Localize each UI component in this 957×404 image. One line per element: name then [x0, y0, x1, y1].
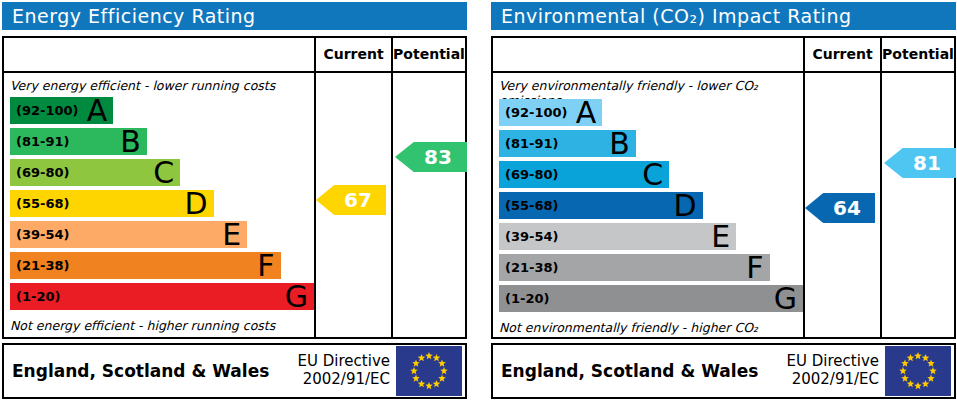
potential-column	[391, 73, 465, 337]
band-range-label: (92-100)	[505, 105, 568, 120]
band-row-b: (81-91) B	[10, 128, 147, 155]
band-range-label: (1-20)	[505, 291, 549, 306]
band-letter: F	[257, 252, 274, 279]
band-row-e: (39-54) E	[10, 221, 247, 248]
eu-directive-line1: EU Directive	[787, 353, 879, 371]
bands-column: Very energy efficient - lower running co…	[4, 73, 314, 337]
band-letter: B	[120, 128, 141, 155]
current-column-header: Current	[314, 38, 391, 73]
rating-chart: Current Potential Very energy efficient …	[2, 36, 467, 339]
band-letter: D	[674, 192, 697, 219]
environmental-impact-panel: Environmental (CO₂) Impact Rating Curren…	[491, 2, 956, 404]
header-spacer	[493, 38, 803, 73]
band-letter: C	[153, 159, 174, 186]
rating-chart: Current Potential Very environmentally f…	[491, 36, 956, 339]
band-range-label: (21-38)	[16, 258, 69, 273]
region-label: England, Scotland & Wales	[493, 361, 758, 381]
band-letter: C	[642, 161, 663, 188]
eu-directive-line2: 2002/91/EC	[787, 371, 879, 389]
band-range-label: (92-100)	[16, 103, 79, 118]
band-range-label: (69-80)	[16, 165, 69, 180]
band-row-e: (39-54) E	[499, 223, 736, 250]
band-letter: A	[87, 97, 108, 124]
eu-flag-icon	[396, 346, 462, 396]
band-letter: G	[774, 285, 797, 312]
band-range-label: (69-80)	[505, 167, 558, 182]
band-letter: E	[222, 221, 241, 248]
band-row-f: (21-38) F	[10, 252, 281, 279]
band-row-g: (1-20) G	[10, 283, 314, 310]
eu-directive-line1: EU Directive	[298, 353, 390, 371]
band-row-g: (1-20) G	[499, 285, 803, 312]
band-row-a: (92-100) A	[10, 97, 113, 124]
band-range-label: (81-91)	[16, 134, 69, 149]
band-row-f: (21-38) F	[499, 254, 770, 281]
band-letter: D	[185, 190, 208, 217]
band-letter: B	[609, 130, 630, 157]
band-letter: E	[711, 223, 730, 250]
header-spacer	[4, 38, 314, 73]
band-row-c: (69-80) C	[10, 159, 180, 186]
panel-title: Energy Efficiency Rating	[2, 2, 467, 30]
footer: England, Scotland & Wales EU Directive 2…	[2, 343, 467, 399]
bottom-note: Not energy efficient - higher running co…	[4, 314, 314, 337]
energy-efficiency-panel: Energy Efficiency Rating Current Potenti…	[2, 2, 467, 404]
band-row-a: (92-100) A	[499, 99, 602, 126]
footer: England, Scotland & Wales EU Directive 2…	[491, 343, 956, 399]
band-row-b: (81-91) B	[499, 130, 636, 157]
eu-directive-label: EU Directive 2002/91/EC	[787, 353, 885, 388]
potential-column-header: Potential	[880, 38, 954, 73]
band-letter: F	[746, 254, 763, 281]
bottom-note: Not environmentally friendly - higher CO…	[493, 316, 803, 337]
potential-column-header: Potential	[391, 38, 465, 73]
panel-title: Environmental (CO₂) Impact Rating	[491, 2, 956, 30]
eu-directive-line2: 2002/91/EC	[298, 371, 390, 389]
top-note: Very energy efficient - lower running co…	[4, 73, 314, 97]
region-label: England, Scotland & Wales	[4, 361, 269, 381]
band-letter: G	[285, 283, 308, 310]
potential-column	[880, 73, 954, 337]
band-range-label: (39-54)	[16, 227, 69, 242]
band-row-d: (55-68) D	[10, 190, 214, 217]
band-list: (92-100) A (81-91) B (69-80) C (55-68) D (39…	[493, 99, 803, 316]
current-column-header: Current	[803, 38, 880, 73]
top-note: Very environmentally friendly - lower CO…	[493, 73, 803, 99]
epc-rating-charts: Energy Efficiency Rating Current Potenti…	[0, 0, 957, 404]
band-row-c: (69-80) C	[499, 161, 669, 188]
bands-column: Very environmentally friendly - lower CO…	[493, 73, 803, 337]
band-row-d: (55-68) D	[499, 192, 703, 219]
band-range-label: (55-68)	[505, 198, 558, 213]
band-range-label: (1-20)	[16, 289, 60, 304]
eu-flag-icon	[885, 346, 951, 396]
band-range-label: (39-54)	[505, 229, 558, 244]
band-range-label: (21-38)	[505, 260, 558, 275]
eu-directive-label: EU Directive 2002/91/EC	[298, 353, 396, 388]
band-range-label: (55-68)	[16, 196, 69, 211]
band-range-label: (81-91)	[505, 136, 558, 151]
band-letter: A	[576, 99, 597, 126]
band-list: (92-100) A (81-91) B (69-80) C (55-68) D (39…	[4, 97, 314, 314]
